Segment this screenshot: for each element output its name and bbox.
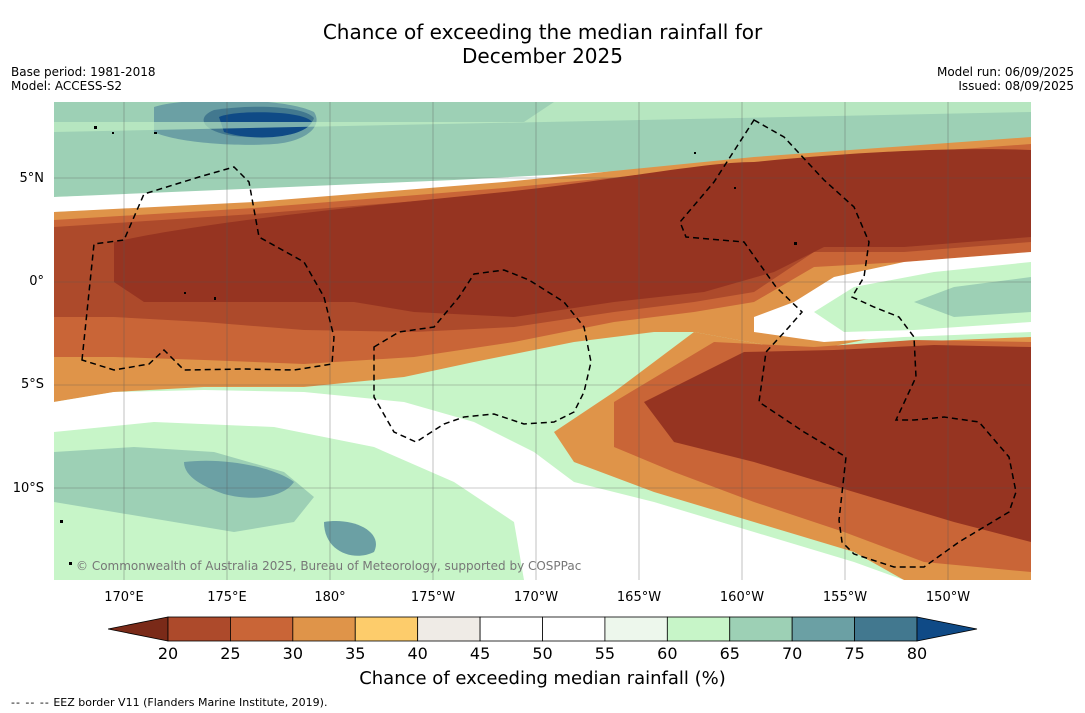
lon-label: 170°W <box>513 590 559 605</box>
colorbar-box <box>417 616 481 642</box>
colorbar-box <box>354 616 419 642</box>
base-period-text: Base period: 1981-2018 <box>11 65 156 79</box>
colorbar-tick-label: 60 <box>657 644 678 663</box>
colorbar-box <box>729 616 793 642</box>
lon-label: 170°E <box>104 590 144 605</box>
north-transition-white <box>54 142 1031 212</box>
colorbar-tick-label: 55 <box>594 644 616 663</box>
south-zone-75 <box>184 460 294 498</box>
lon-label: 155°W <box>822 590 868 605</box>
lon-label: 160°W <box>719 590 765 605</box>
colorbar-tick-label: 70 <box>781 644 803 663</box>
colorbar-under-arrow <box>108 616 169 642</box>
colorbar-box <box>791 616 855 642</box>
chart-title: Chance of exceeding the median rainfall … <box>0 20 1085 68</box>
colorbar-tick-label: 45 <box>469 644 491 663</box>
meta-right: Model run: 06/09/2025 Issued: 08/09/2025 <box>937 65 1074 93</box>
dry-core-20 <box>114 149 1031 317</box>
eez-dash-symbol: -- -- -- <box>11 696 50 709</box>
lat-label: 5°S <box>20 377 44 392</box>
islands <box>60 126 797 565</box>
lat-label: 5°N <box>19 171 45 186</box>
copyright-text: © Commonwealth of Australia 2025, Bureau… <box>76 559 581 573</box>
lon-label: 180° <box>314 590 346 605</box>
model-text: Model: ACCESS-S2 <box>11 79 123 93</box>
title-line-2: December 2025 <box>462 44 623 68</box>
lon-label: 175°W <box>410 590 456 605</box>
colorbar-box <box>292 616 356 642</box>
colorbar-box <box>230 616 294 642</box>
colorbar-tick-label: 25 <box>220 644 241 663</box>
colorbar-boxes <box>167 616 918 642</box>
lon-label: 150°W <box>925 590 971 605</box>
colorbar-box <box>167 616 231 642</box>
colorbar-tick-label: 50 <box>532 644 553 663</box>
colorbar-tick-label: 35 <box>345 644 366 663</box>
south-zone-75-b <box>324 521 376 556</box>
issued-text: Issued: 08/09/2025 <box>958 79 1074 93</box>
meta-left: Base period: 1981-2018 Model: ACCESS-S2 <box>11 65 156 93</box>
lat-label: 0° <box>29 274 44 289</box>
lat-label: 10°S <box>12 481 44 496</box>
title-line-1: Chance of exceeding the median rainfall … <box>322 20 763 44</box>
colorbar-box <box>479 616 543 642</box>
footer-note: -- -- -- EEZ border V11 (Flanders Marine… <box>11 696 327 709</box>
north-zone-65 <box>54 102 1031 132</box>
rainfall-map: © Commonwealth of Australia 2025, Bureau… <box>54 102 1031 580</box>
colorbar-box <box>854 616 918 642</box>
colorbar-tick-label: 30 <box>282 644 303 663</box>
graticule <box>54 102 1031 580</box>
eez-source-text: EEZ border V11 (Flanders Marine Institut… <box>53 696 328 709</box>
colorbar-tick-label: 40 <box>407 644 428 663</box>
colorbar-tick-label: 75 <box>844 644 865 663</box>
eez-borders <box>81 118 1017 568</box>
colorbar-over-arrow <box>916 616 978 642</box>
colorbar-tick-label: 80 <box>906 644 928 663</box>
colorbar-label: Chance of exceeding median rainfall (%) <box>359 668 726 689</box>
colorbar <box>108 616 978 642</box>
south-dry-core-20 <box>644 345 1031 542</box>
model-run-text: Model run: 06/09/2025 <box>936 65 1074 79</box>
colorbar-box <box>542 616 606 642</box>
equatorial-teal-tongue <box>914 277 1031 317</box>
lon-label: 165°W <box>616 590 662 605</box>
colorbar-box <box>604 616 668 642</box>
lon-label: 175°E <box>207 590 247 605</box>
colorbar-tick-label: 65 <box>719 644 740 663</box>
colorbar-box <box>666 616 731 642</box>
colorbar-tick-label: 20 <box>157 644 179 663</box>
